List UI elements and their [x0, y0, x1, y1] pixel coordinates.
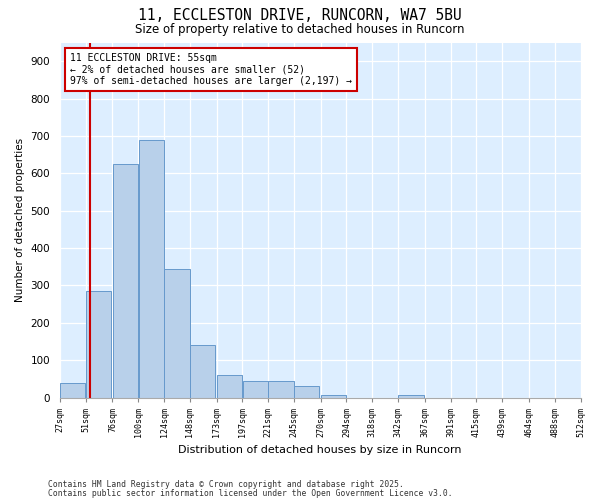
Text: 11, ECCLESTON DRIVE, RUNCORN, WA7 5BU: 11, ECCLESTON DRIVE, RUNCORN, WA7 5BU	[138, 8, 462, 22]
Text: 11 ECCLESTON DRIVE: 55sqm
← 2% of detached houses are smaller (52)
97% of semi-d: 11 ECCLESTON DRIVE: 55sqm ← 2% of detach…	[70, 53, 352, 86]
Text: Contains HM Land Registry data © Crown copyright and database right 2025.: Contains HM Land Registry data © Crown c…	[48, 480, 404, 489]
Bar	[60, 382, 85, 398]
Text: Size of property relative to detached houses in Runcorn: Size of property relative to detached ho…	[135, 22, 465, 36]
Bar	[139, 140, 164, 398]
Text: Contains public sector information licensed under the Open Government Licence v3: Contains public sector information licen…	[48, 488, 452, 498]
Bar	[164, 268, 190, 398]
Bar	[217, 375, 242, 398]
Bar	[268, 381, 293, 398]
Bar	[294, 386, 319, 398]
Y-axis label: Number of detached properties: Number of detached properties	[15, 138, 25, 302]
X-axis label: Distribution of detached houses by size in Runcorn: Distribution of detached houses by size …	[178, 445, 462, 455]
Bar	[321, 395, 346, 398]
Bar	[242, 381, 268, 398]
Bar	[113, 164, 138, 398]
Bar	[190, 346, 215, 398]
Bar	[398, 395, 424, 398]
Bar	[86, 291, 111, 398]
